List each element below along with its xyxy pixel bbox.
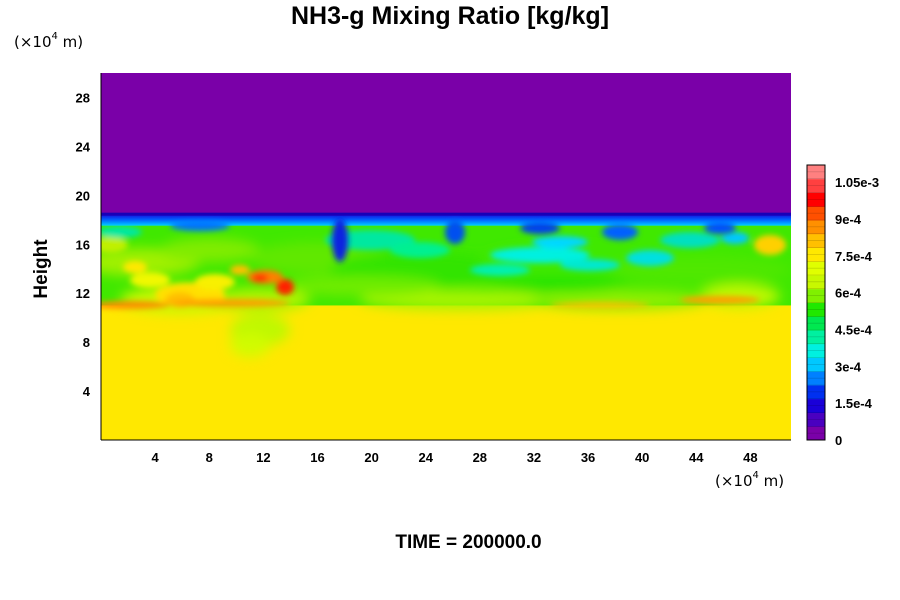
y-tick-label: 16 — [76, 237, 90, 252]
turbulence-patch — [101, 301, 170, 309]
colorbar-segment — [807, 371, 825, 386]
chart-title: NH3-g Mixing Ratio [kg/kg] — [290, 2, 610, 30]
y-tick-labels: 4 8 12 16 20 24 28 — [76, 90, 91, 399]
turbulence-patch — [470, 264, 530, 276]
colorbar-tick-label: 4.5e-4 — [835, 323, 873, 338]
turbulence-patch — [626, 250, 674, 266]
boundary-intrusion — [602, 224, 638, 240]
upper-layer-region — [101, 73, 791, 214]
turbulence-patch — [101, 237, 128, 253]
x-tick-label: 36 — [581, 450, 595, 465]
colorbar-tick-label: 7.5e-4 — [835, 249, 873, 264]
turbulence-patch — [360, 290, 560, 310]
colorbar-segment — [807, 316, 825, 331]
colorbar-segment — [807, 385, 825, 400]
colorbar-segment — [807, 247, 825, 262]
x-tick-label: 48 — [743, 450, 757, 465]
field-layer — [101, 73, 791, 440]
turbulence-patch — [160, 238, 260, 262]
turbulence-patch — [195, 274, 235, 290]
lower-layer-region — [101, 299, 791, 440]
turbulence-patch — [252, 274, 268, 282]
colorbar-tick-label: 1.5e-4 — [835, 396, 873, 411]
colorbar-tick-label: 6e-4 — [835, 286, 862, 301]
boundary-intrusion — [332, 218, 348, 262]
colorbar-segment — [807, 192, 825, 207]
x-tick-labels: 4 8 12 16 20 24 28 32 36 40 44 48 — [152, 450, 758, 465]
boundary-intrusion — [170, 221, 230, 231]
colorbar-tick-label: 0 — [835, 433, 842, 448]
x-tick-label: 24 — [418, 450, 433, 465]
x-tick-label: 16 — [310, 450, 324, 465]
colorbar-tick-label: 3e-4 — [835, 359, 862, 374]
turbulence-patch — [230, 265, 250, 275]
turbulence-patch — [532, 236, 588, 248]
turbulence-patch — [276, 279, 294, 295]
mixed-layer-details — [101, 226, 786, 309]
turbulence-patch — [560, 259, 620, 271]
turbulence-patch — [170, 299, 290, 307]
colorbar-segment — [807, 426, 825, 441]
y-tick-label: 24 — [76, 139, 91, 154]
x-tick-label: 4 — [152, 450, 160, 465]
colorbar-segment — [807, 178, 825, 193]
turbulence-patch — [123, 261, 147, 273]
x-tick-label: 20 — [364, 450, 378, 465]
turbulence-patch — [680, 296, 760, 304]
y-unit-label: (×104 m) — [14, 31, 84, 51]
colorbar-segment — [807, 261, 825, 276]
turbulence-patch — [550, 302, 650, 308]
turbulence-patch — [490, 247, 590, 263]
turbulence-patch — [390, 242, 450, 258]
x-tick-label: 12 — [256, 450, 270, 465]
colorbar-segment — [807, 343, 825, 358]
x-unit-label: (×104 m) — [715, 470, 785, 490]
turbulence-patch — [130, 272, 170, 288]
colorbar-segment — [807, 412, 825, 427]
turbulence-patch — [101, 226, 142, 238]
colorbar-segment — [807, 275, 825, 290]
boundary-edge — [101, 212, 791, 216]
turbulence-patch — [754, 235, 786, 255]
turbulence-patch — [660, 232, 720, 248]
y-tick-label: 20 — [76, 188, 90, 203]
turbulence-patch — [280, 276, 440, 296]
colorbar-segment — [807, 330, 825, 345]
colorbar-segment — [807, 165, 825, 180]
turbulence-patch — [700, 284, 780, 308]
colorbar-tick-label: 9e-4 — [835, 212, 862, 227]
boundary-intrusion — [520, 222, 560, 234]
boundary-intrusions — [170, 218, 736, 262]
colorbar-segment — [807, 357, 825, 372]
colorbar-segment — [807, 233, 825, 248]
colorbar: 0 1.5e-4 3e-4 4.5e-4 6e-4 7.5e-4 9e-4 1.05e-3 — [806, 164, 879, 448]
x-tick-label: 28 — [473, 450, 487, 465]
x-tick-label: 40 — [635, 450, 649, 465]
colorbar-segment — [807, 302, 825, 317]
x-tick-label: 32 — [527, 450, 541, 465]
colorbar-segment — [807, 398, 825, 413]
turbulence-patch — [721, 232, 749, 244]
time-label: TIME = 200000.0 — [395, 532, 542, 553]
x-tick-label: 8 — [206, 450, 213, 465]
colorbar-border — [806, 164, 826, 441]
colorbar-segment — [807, 206, 825, 221]
colorbar-segment — [807, 220, 825, 235]
turbulence-patch — [490, 277, 630, 293]
boundary-intrusion — [704, 222, 736, 234]
colorbar-tick-label: 1.05e-3 — [835, 175, 879, 190]
y-tick-label: 4 — [83, 384, 91, 399]
boundary-intrusion — [445, 220, 465, 244]
y-tick-label: 28 — [76, 90, 90, 105]
boundary-band — [101, 213, 791, 226]
y-tick-label: 8 — [83, 335, 90, 350]
turbulence-patch — [230, 333, 270, 357]
colorbar-segment — [807, 288, 825, 303]
plot-frame — [100, 73, 791, 441]
y-tick-label: 12 — [76, 286, 90, 301]
x-tick-label: 44 — [689, 450, 704, 465]
